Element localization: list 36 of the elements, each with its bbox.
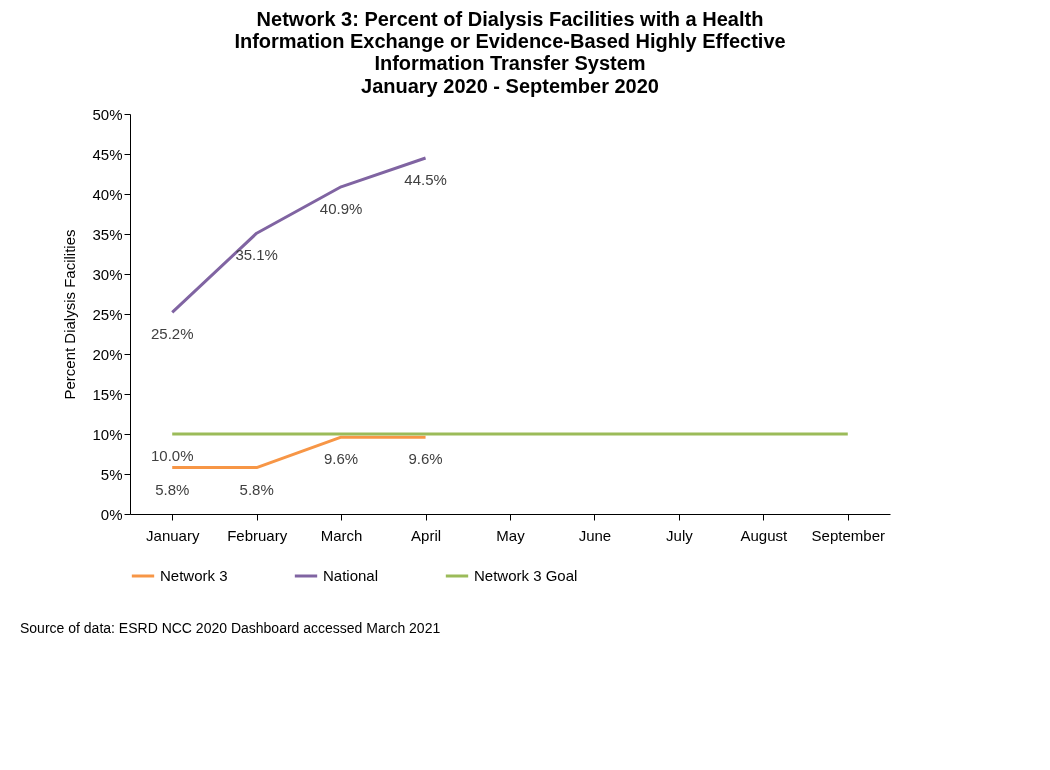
y-tick-label: 15% [92, 385, 123, 403]
y-tick-label: 45% [92, 145, 123, 163]
y-tick-label: 10% [92, 425, 123, 443]
y-tick-label: 20% [92, 345, 123, 363]
legend-label: Network 3 Goal [474, 567, 578, 584]
source-note: Source of data: ESRD NCC 2020 Dashboard accessed March 2021 [20, 620, 441, 636]
x-tick-label: August [740, 526, 789, 544]
x-tick-label: April [411, 526, 442, 544]
x-tick-label: September [811, 526, 885, 544]
x-tick-label: May [496, 526, 526, 544]
y-tick-label: 30% [92, 265, 123, 283]
data-label: 9.6% [324, 450, 359, 468]
data-label: 25.2% [150, 325, 194, 343]
y-tick-label: 35% [92, 225, 123, 243]
data-label: 40.9% [319, 199, 363, 217]
legend-label: National [323, 567, 379, 584]
data-label: 44.5% [404, 171, 447, 188]
chart-subtitle: January 2020 - September 2020 [361, 75, 659, 97]
y-tick-label: 5% [100, 465, 123, 483]
data-label: 5.8% [239, 480, 274, 498]
data-label: 5.8% [155, 480, 190, 498]
x-tick-label: June [578, 526, 612, 544]
y-tick-label: 40% [92, 185, 123, 203]
x-tick-label: March [320, 526, 363, 544]
y-axis-title: Percent Dialysis Facilities [61, 229, 79, 400]
y-tick-label: 0% [100, 505, 123, 523]
y-tick-label: 50% [92, 105, 123, 123]
x-tick-label: February [227, 526, 288, 544]
data-label: 9.6% [408, 450, 443, 468]
chart-title: Network 3: Percent of Dialysis Facilities with a Health Information Exchange or Evidence-Based Highly Effective Information Transfer System [234, 8, 786, 74]
data-label: 35.1% [235, 246, 278, 264]
x-tick-label: July [666, 526, 694, 544]
legend-label: Network 3 [160, 567, 228, 584]
data-label: 10.0% [150, 447, 194, 464]
y-tick-label: 25% [92, 305, 123, 323]
x-tick-label: January [146, 526, 200, 544]
